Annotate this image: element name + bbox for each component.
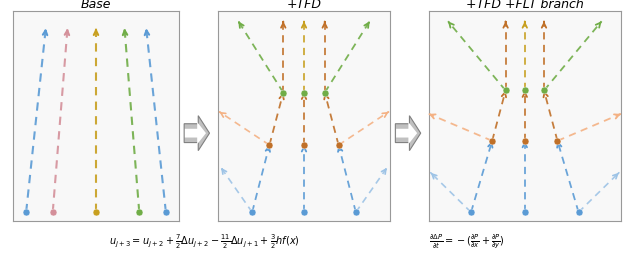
Text: $\frac{\partial \Delta P}{\partial t} = -(\frac{\partial P}{\partial x} + \frac{: $\frac{\partial \Delta P}{\partial t} = … [429,233,505,251]
Title: +TFD: +TFD [287,0,321,11]
FancyArrow shape [396,116,420,151]
FancyArrow shape [185,122,206,144]
FancyArrow shape [396,122,417,144]
Text: $u_{j+3} = u_{j+2} + \frac{7}{2}\Delta u_{j+2} - \frac{11}{2}\Delta u_{j+1} + \f: $u_{j+3} = u_{j+2} + \frac{7}{2}\Delta u… [109,233,300,251]
Title: +TFD +FLT branch: +TFD +FLT branch [466,0,584,11]
Title: Base: Base [81,0,111,11]
FancyArrow shape [184,116,209,151]
